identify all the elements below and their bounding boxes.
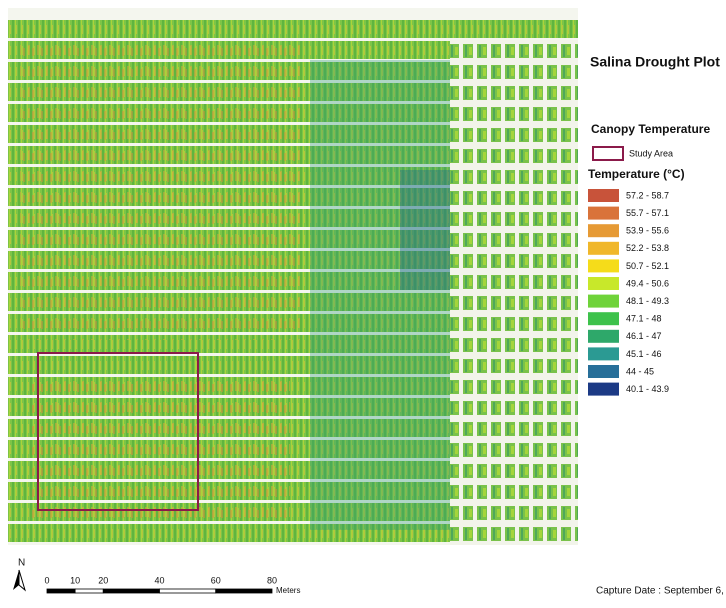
capture-date: Capture Date : September 6, 20 [596, 586, 726, 597]
cold-zone [400, 170, 450, 290]
legend-label: 40.1 - 43.9 [626, 384, 669, 394]
north-label: N [18, 558, 25, 569]
legend-label: 55.7 - 57.1 [626, 208, 669, 218]
legend-label: 49.4 - 50.6 [626, 278, 669, 288]
legend-swatch [588, 347, 619, 360]
scale-label: 80 [267, 575, 277, 585]
legend-swatch [588, 259, 619, 272]
north-arrow-left [13, 570, 19, 590]
legend-swatch [588, 207, 619, 220]
legend-swatch [588, 295, 619, 308]
legend-swatch [588, 365, 619, 378]
legend-label: 50.7 - 52.1 [626, 261, 669, 271]
scale-label: 0 [44, 575, 49, 585]
scale-segment [160, 589, 216, 593]
scale-label: 40 [154, 575, 164, 585]
field-border [8, 8, 578, 18]
scale-label: 60 [211, 575, 221, 585]
legend-label: 48.1 - 49.3 [626, 296, 669, 306]
scale-label: 20 [98, 575, 108, 585]
legend-label: 47.1 - 48 [626, 314, 662, 324]
legend-label: 46.1 - 47 [626, 331, 662, 341]
legend-swatch [588, 330, 619, 343]
study-area-swatch [593, 147, 623, 160]
legend-swatch [588, 189, 619, 202]
legend-swatch [588, 277, 619, 290]
north-arrow-right [19, 570, 25, 590]
legend-heading: Canopy Temperature [591, 122, 710, 136]
legend-swatch [588, 383, 619, 396]
study-area-label: Study Area [629, 148, 673, 158]
scale-segment [75, 589, 103, 593]
temperature-heading: Temperature (°C) [588, 167, 685, 181]
scale-segment [103, 589, 159, 593]
legend-classes: 57.2 - 58.7 55.7 - 57.1 53.9 - 55.6 52.2 - … [588, 189, 669, 396]
legend-label: 53.9 - 55.6 [626, 226, 669, 236]
scale-label: 10 [70, 575, 80, 585]
north-arrow: N [13, 558, 25, 590]
legend-swatch [588, 312, 619, 325]
thermal-map [8, 8, 578, 545]
legend-swatch [588, 242, 619, 255]
legend-label: 57.2 - 58.7 [626, 190, 669, 200]
warm-zone [20, 40, 300, 340]
map-title: Salina Drought Plot [590, 54, 720, 70]
scale-segment [47, 589, 75, 593]
warm-zone [30, 380, 290, 520]
map-page: Salina Drought Plot Canopy Temperature S… [0, 0, 726, 603]
scale-unit: Meters [276, 586, 300, 595]
cool-zone [310, 60, 450, 530]
legend-swatch [588, 224, 619, 237]
scale-segment [216, 589, 272, 593]
legend-label: 44 - 45 [626, 366, 654, 376]
legend-label: 52.2 - 53.8 [626, 243, 669, 253]
legend-label: 45.1 - 46 [626, 349, 662, 359]
sparse-field [450, 40, 578, 545]
